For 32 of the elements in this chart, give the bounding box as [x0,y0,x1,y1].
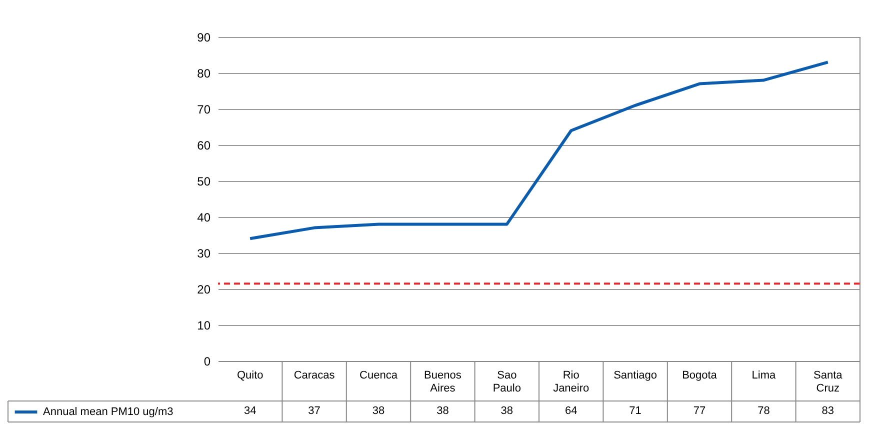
y-tick-label: 80 [197,66,211,80]
x-tick-label: Cuenca [360,370,398,382]
y-tick-label: 70 [197,102,211,116]
x-tick-label: Rio Janeiro [553,370,590,394]
y-tick-label: 0 [204,354,211,368]
x-tick-label: Santa Cruz [814,370,844,394]
data-label: 64 [564,405,578,417]
data-label: 78 [758,405,770,417]
data-label: 34 [244,405,256,417]
data-label: 37 [308,405,320,417]
y-tick-label: 90 [197,30,211,44]
y-tick-label: 30 [197,246,211,260]
y-tick-label: 20 [197,282,211,296]
y-tick-label: 40 [197,210,211,224]
y-tick-label: 50 [197,174,211,188]
x-tick-label: Buenos Aires [424,370,462,394]
x-tick-label: Santiago [614,370,658,382]
x-tick-label: Quito [236,370,264,382]
data-label: 38 [436,405,449,417]
data-label: 83 [822,405,834,417]
x-tick-label: Lima [752,370,777,382]
legend-label: Annual mean PM10 ug/m3 [43,406,174,418]
x-tick-label: Bogota [682,370,718,382]
data-label: 38 [500,405,514,417]
y-tick-label: 10 [197,318,211,332]
data-label: 77 [693,405,706,417]
line-series [248,60,830,240]
y-tick-label: 60 [197,138,211,152]
x-tick-label: Sao Paulo [492,370,521,394]
data-label: 38 [372,405,385,417]
x-tick-label: Caracas [294,370,336,382]
data-label: 71 [629,405,642,417]
